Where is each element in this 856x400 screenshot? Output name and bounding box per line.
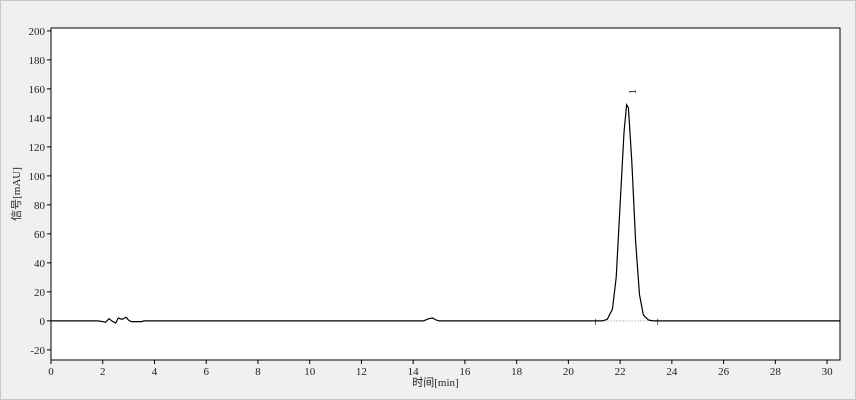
x-tick-label: 14: [408, 366, 420, 378]
x-tick-label: 28: [770, 366, 782, 378]
x-tick-label: 10: [304, 366, 316, 378]
y-tick-label: 120: [29, 142, 46, 154]
x-tick-label: 26: [718, 366, 730, 378]
x-tick-label: 20: [563, 366, 575, 378]
y-tick-label: 140: [29, 113, 46, 125]
x-axis-label: 时间[min]: [412, 376, 458, 389]
x-tick-label: 4: [152, 366, 158, 378]
y-tick-label: 60: [34, 229, 46, 241]
plot-area: [50, 27, 841, 361]
y-tick-label: 180: [29, 55, 46, 67]
y-axis-label: 信号[mAU]: [10, 167, 23, 221]
y-tick-label: 40: [34, 258, 46, 270]
x-tick-label: 8: [255, 366, 261, 378]
y-tick-label: -20: [30, 345, 45, 357]
x-tick-label: 16: [459, 366, 471, 378]
y-tick-label: 20: [34, 287, 46, 299]
y-tick-label: 0: [40, 316, 46, 328]
y-tick-label: 160: [29, 84, 46, 96]
x-tick-label: 6: [203, 366, 209, 378]
chromatogram-trace: [51, 102, 840, 324]
y-tick-label: 80: [34, 200, 46, 212]
y-tick-label: 100: [29, 171, 46, 183]
x-tick-label: 12: [356, 366, 367, 378]
x-tick-label: 22: [615, 366, 626, 378]
x-tick-label: 18: [511, 366, 523, 378]
peak-label: 1: [627, 89, 639, 95]
y-tick-label: 200: [29, 26, 46, 38]
x-tick-label: 0: [48, 366, 54, 378]
x-tick-label: 2: [100, 366, 106, 378]
x-tick-label: 24: [666, 366, 678, 378]
x-tick-label: 30: [822, 366, 834, 378]
